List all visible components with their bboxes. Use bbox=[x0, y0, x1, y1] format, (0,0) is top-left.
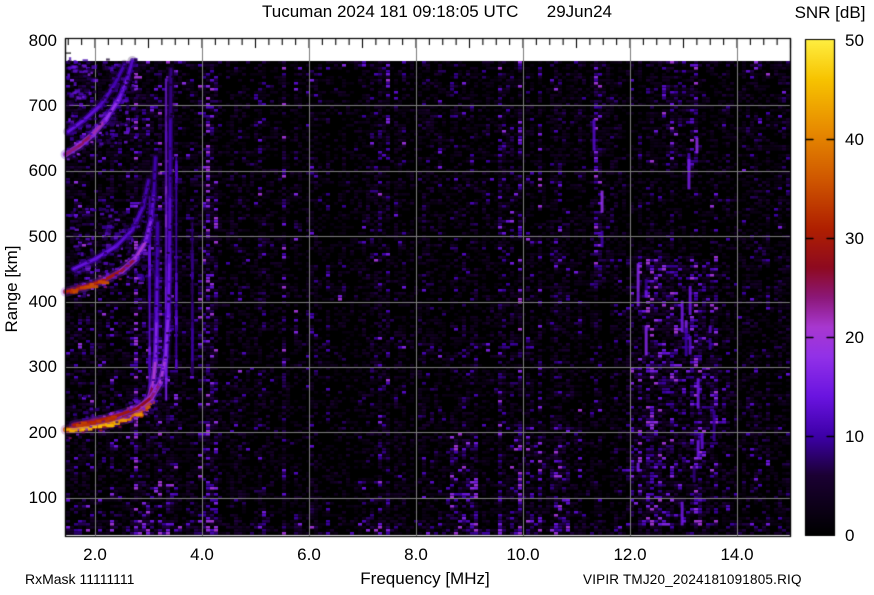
y-tick-label: 600 bbox=[28, 161, 57, 181]
x-tick-label: 4.0 bbox=[190, 545, 214, 564]
colorbar-tick-label: 10 bbox=[845, 426, 864, 446]
colorbar-tick-label: 0 bbox=[845, 525, 855, 545]
y-tick-label: 100 bbox=[28, 488, 57, 508]
y-tick-label: 300 bbox=[28, 357, 57, 377]
source-file-text: VIPIR TMJ20_2024181091805.RIQ bbox=[583, 572, 802, 587]
x-tick-label: 12.0 bbox=[613, 545, 647, 564]
y-axis-title: Range [km] bbox=[2, 245, 21, 333]
x-tick-label: 10.0 bbox=[506, 545, 540, 564]
colorbar-tick-label: 50 bbox=[845, 30, 864, 50]
x-tick-label: 8.0 bbox=[404, 545, 428, 564]
y-tick-label: 500 bbox=[28, 226, 57, 246]
colorbar-tick-label: 20 bbox=[845, 327, 864, 347]
y-tick-label: 700 bbox=[28, 95, 57, 115]
x-axis-title: Frequency [MHz] bbox=[360, 569, 490, 588]
y-tick-label: 400 bbox=[28, 292, 57, 312]
plot-title: Tucuman 2024 181 09:18:05 UTC 29Jun24 bbox=[262, 2, 612, 21]
colorbar-tick-label: 30 bbox=[845, 228, 864, 248]
y-tick-label: 200 bbox=[28, 422, 57, 442]
rx-mask-text: RxMask 11111111 bbox=[25, 571, 135, 587]
y-tick-label: 800 bbox=[28, 30, 57, 50]
colorbar-tick-label: 40 bbox=[845, 129, 864, 149]
colorbar-title: SNR [dB] bbox=[794, 3, 866, 22]
x-tick-label: 2.0 bbox=[83, 545, 107, 564]
x-tick-label: 14.0 bbox=[720, 545, 754, 564]
x-tick-label: 6.0 bbox=[297, 545, 321, 564]
